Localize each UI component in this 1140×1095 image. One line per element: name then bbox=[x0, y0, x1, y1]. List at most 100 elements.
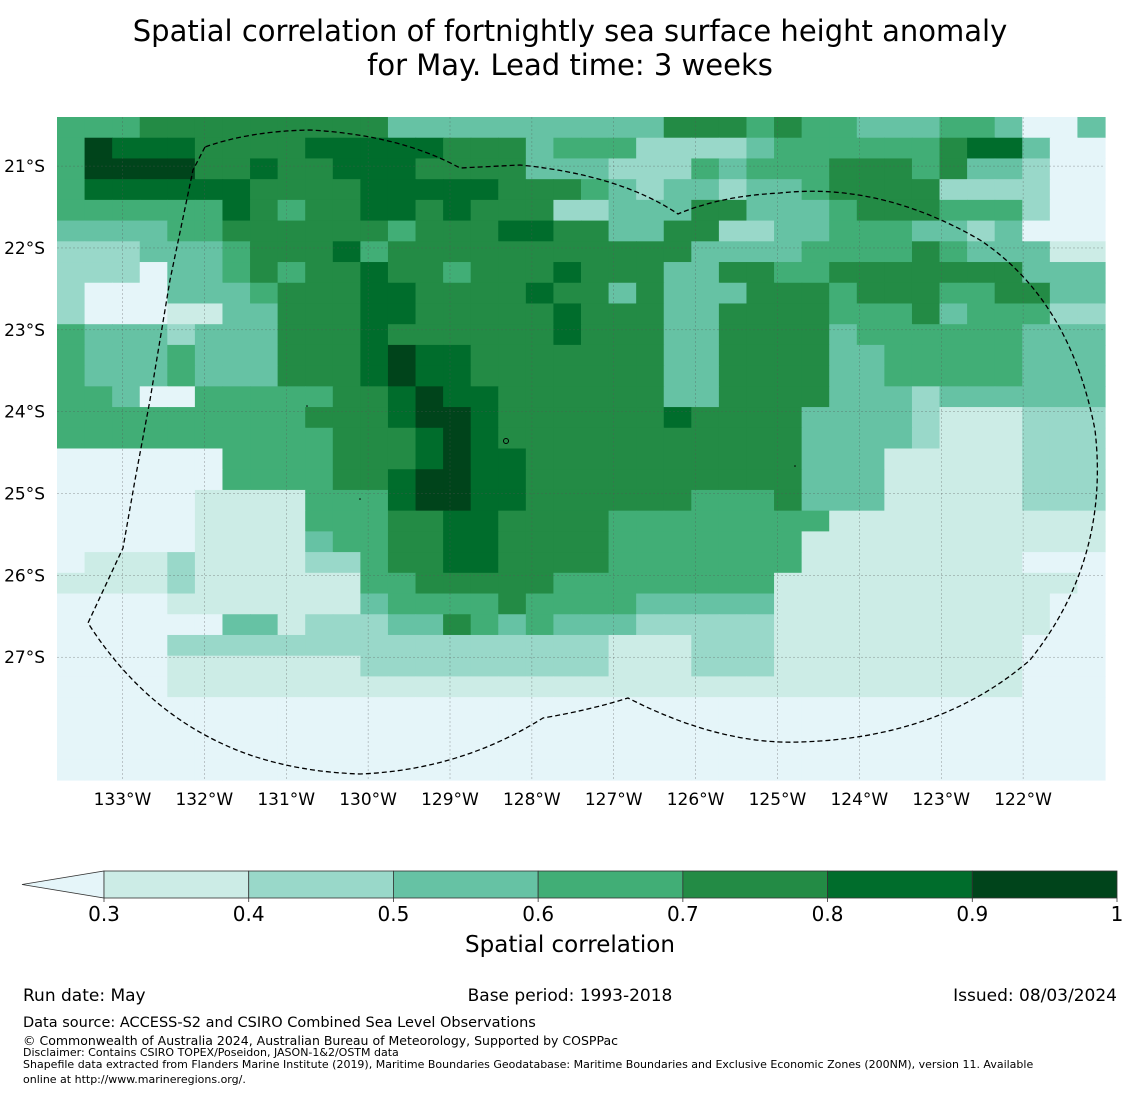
grid-cell bbox=[360, 655, 389, 678]
grid-cell bbox=[856, 759, 885, 781]
grid-cell bbox=[415, 262, 444, 284]
grid-cell bbox=[139, 407, 168, 429]
grid-cell bbox=[801, 282, 830, 305]
grid-cell bbox=[305, 717, 334, 740]
grid-cell bbox=[1049, 634, 1079, 657]
grid-cell bbox=[608, 676, 637, 698]
grid-cell bbox=[443, 448, 472, 470]
grid-cell bbox=[525, 137, 555, 160]
grid-cell bbox=[884, 614, 913, 636]
grid-cell bbox=[332, 510, 361, 532]
grid-cell bbox=[1077, 158, 1106, 180]
grid-cell bbox=[911, 199, 941, 222]
grid-cell bbox=[663, 697, 692, 719]
grid-cell bbox=[691, 303, 720, 325]
grid-cell bbox=[939, 137, 968, 160]
grid-cell bbox=[498, 759, 527, 781]
grid-cell bbox=[911, 179, 941, 201]
grid-cell bbox=[387, 552, 417, 574]
grid-cell bbox=[84, 117, 113, 139]
grid-cell bbox=[636, 241, 665, 263]
grid-cell bbox=[167, 179, 196, 201]
grid-cell bbox=[994, 738, 1023, 760]
grid-cell bbox=[967, 344, 996, 367]
grid-cell bbox=[277, 552, 306, 574]
grid-cell bbox=[718, 572, 748, 595]
grid-cell bbox=[994, 676, 1023, 698]
grid-cell bbox=[691, 531, 720, 553]
grid-cell bbox=[581, 738, 610, 760]
grid-cell bbox=[332, 179, 361, 201]
grid-cell bbox=[387, 510, 417, 532]
grid-cell bbox=[167, 303, 196, 325]
grid-cell bbox=[415, 676, 444, 698]
grid-cell bbox=[774, 634, 803, 657]
grid-cell bbox=[553, 614, 582, 636]
grid-cell bbox=[994, 469, 1023, 491]
grid-cell bbox=[581, 137, 610, 160]
grid-cell bbox=[470, 282, 499, 305]
grid-cell bbox=[967, 158, 996, 180]
grid-cell bbox=[250, 427, 279, 450]
grid-cell bbox=[1022, 448, 1051, 470]
grid-cell bbox=[691, 738, 720, 760]
grid-cell bbox=[139, 655, 168, 678]
grid-cell bbox=[305, 552, 334, 574]
grid-cell bbox=[415, 738, 444, 760]
grid-cell bbox=[608, 386, 637, 408]
grid-cell bbox=[663, 759, 692, 781]
grid-cell bbox=[112, 324, 141, 346]
grid-cell bbox=[1077, 552, 1106, 574]
colorbar-tick-labels: 0.3 0.4 0.5 0.6 0.7 0.8 0.9 1 bbox=[88, 898, 1123, 926]
grid-cell bbox=[884, 365, 913, 387]
grid-cell bbox=[112, 179, 141, 201]
grid-cell bbox=[305, 655, 334, 678]
grid-cell bbox=[967, 697, 996, 719]
grid-cell bbox=[663, 365, 692, 387]
grid-cell bbox=[167, 593, 196, 615]
grid-cell bbox=[774, 199, 803, 222]
grid-cell bbox=[636, 158, 665, 180]
grid-cell bbox=[1049, 179, 1079, 201]
grid-cell bbox=[498, 137, 527, 160]
grid-cell bbox=[470, 137, 499, 160]
grid-cell bbox=[553, 241, 582, 263]
grid-cell bbox=[581, 117, 610, 139]
grid-cell bbox=[387, 365, 417, 387]
grid-cell bbox=[443, 759, 472, 781]
grid-cell bbox=[443, 220, 472, 242]
grid-cell bbox=[718, 531, 748, 553]
grid-cell bbox=[112, 427, 141, 450]
grid-cell bbox=[525, 655, 555, 678]
grid-cell bbox=[553, 531, 582, 553]
grid-cell bbox=[829, 759, 858, 781]
grid-cell bbox=[415, 365, 444, 387]
grid-cell bbox=[911, 303, 941, 325]
grid-cell bbox=[360, 427, 389, 450]
grid-cell bbox=[470, 510, 499, 532]
grid-cell bbox=[1049, 572, 1079, 595]
grid-cell bbox=[553, 137, 582, 160]
grid-cell bbox=[332, 759, 361, 781]
grid-cell bbox=[415, 117, 444, 139]
grid-cell bbox=[994, 593, 1023, 615]
grid-cell bbox=[884, 344, 913, 367]
grid-cell bbox=[1022, 117, 1051, 139]
grid-cell bbox=[84, 448, 113, 470]
grid-cell bbox=[856, 407, 885, 429]
grid-cell bbox=[829, 179, 858, 201]
grid-cell bbox=[994, 179, 1023, 201]
grid-cell bbox=[746, 593, 775, 615]
grid-cell bbox=[911, 365, 941, 387]
grid-cell bbox=[636, 593, 665, 615]
grid-cell bbox=[277, 344, 306, 367]
grid-cell bbox=[1049, 552, 1079, 574]
grid-cell bbox=[746, 676, 775, 698]
grid-cell bbox=[277, 759, 306, 781]
grid-cell bbox=[939, 614, 968, 636]
grid-cell bbox=[387, 117, 417, 139]
grid-cell bbox=[525, 489, 555, 512]
grid-cell bbox=[774, 552, 803, 574]
grid-cell bbox=[994, 199, 1023, 222]
grid-cell bbox=[801, 717, 830, 740]
